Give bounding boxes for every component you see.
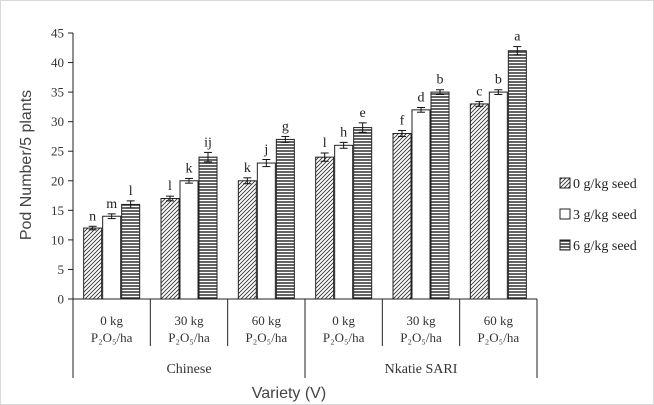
legend-label: 3 g/kg seed bbox=[573, 208, 637, 223]
y-tick-label: 25 bbox=[51, 144, 64, 159]
significance-letter: l bbox=[129, 184, 133, 199]
y-tick-label: 40 bbox=[51, 55, 64, 70]
category-label-line2: P₂O₅/ha bbox=[478, 330, 520, 345]
bar bbox=[353, 127, 373, 300]
category-label-line1: 60 kg bbox=[484, 313, 514, 328]
significance-letter: f bbox=[400, 114, 405, 129]
x-axis-title: Variety (V) bbox=[252, 385, 326, 402]
bar bbox=[179, 180, 199, 300]
y-axis: 0 5 10 15 20 25 30 35 40 45 bbox=[51, 26, 74, 307]
category-label-line1: 60 kg bbox=[252, 313, 282, 328]
category-label-line2: P₂O₅/ha bbox=[168, 330, 210, 345]
y-tick-label: 10 bbox=[51, 232, 64, 247]
significance-letter: e bbox=[360, 106, 366, 121]
bar bbox=[83, 227, 103, 300]
bar bbox=[488, 91, 508, 300]
significance-letter: b bbox=[495, 73, 502, 88]
significance-letter: l bbox=[168, 179, 172, 194]
category-label-line1: 0 kg bbox=[100, 313, 123, 328]
category-label-line1: 30 kg bbox=[174, 313, 204, 328]
bar bbox=[237, 180, 257, 300]
legend-swatch bbox=[559, 208, 571, 220]
bar bbox=[507, 50, 527, 300]
category-label-line2: P₂O₅/ha bbox=[400, 330, 442, 345]
bar bbox=[102, 215, 122, 300]
significance-letter: j bbox=[263, 142, 268, 157]
significance-letter: k bbox=[244, 161, 251, 176]
group-label: Chinese bbox=[166, 362, 211, 377]
y-tick-label: 30 bbox=[51, 114, 64, 129]
y-tick-label: 45 bbox=[51, 26, 64, 41]
significance-letter: n bbox=[89, 209, 96, 224]
significance-letter: m bbox=[106, 197, 117, 212]
legend-label: 0 g/kg seed bbox=[573, 177, 637, 192]
legend-swatch bbox=[559, 239, 571, 251]
y-tick-label: 0 bbox=[58, 292, 65, 307]
significance-letter: ij bbox=[204, 135, 212, 150]
y-tick-label: 5 bbox=[58, 262, 65, 277]
group-label: Nkatie SARI bbox=[385, 362, 458, 377]
x-axis: 0 kg P₂O₅/ha 30 kg P₂O₅/ha 60 kg P₂O₅/ha 0 kg P… bbox=[72, 298, 538, 378]
bar bbox=[411, 109, 431, 300]
legend-label: 6 g/kg seed bbox=[573, 239, 637, 254]
bar bbox=[121, 203, 141, 300]
bar bbox=[315, 156, 335, 300]
y-tick-label: 20 bbox=[51, 173, 64, 188]
bar bbox=[160, 198, 180, 300]
bar bbox=[198, 156, 218, 300]
y-tick-label: 15 bbox=[51, 203, 64, 218]
category-label-line2: P₂O₅/ha bbox=[246, 330, 288, 345]
category-label-line2: P₂O₅/ha bbox=[91, 330, 133, 345]
y-tick-label: 35 bbox=[51, 85, 64, 100]
bar bbox=[256, 162, 276, 300]
significance-letter: k bbox=[186, 161, 193, 176]
bar bbox=[430, 91, 450, 300]
significance-letter: a bbox=[514, 30, 521, 45]
bar bbox=[392, 132, 412, 300]
y-axis-title: Pod Number/5 plants bbox=[18, 90, 35, 240]
legend: 0 g/kg seed 3 g/kg seed 6 g/kg seed bbox=[559, 177, 637, 254]
significance-letter: d bbox=[418, 90, 425, 105]
category-label-line1: 0 kg bbox=[332, 313, 355, 328]
significance-letter: g bbox=[282, 119, 289, 134]
category-label-line1: 30 kg bbox=[406, 313, 436, 328]
bar bbox=[469, 103, 489, 300]
bar bbox=[275, 138, 295, 300]
significance-letter: h bbox=[340, 125, 347, 140]
significance-letter: b bbox=[437, 73, 444, 88]
significance-letter: l bbox=[323, 136, 327, 151]
significance-letter: c bbox=[476, 85, 482, 100]
legend-swatch bbox=[559, 177, 571, 189]
bar bbox=[334, 144, 354, 300]
category-label-line2: P₂O₅/ha bbox=[323, 330, 365, 345]
